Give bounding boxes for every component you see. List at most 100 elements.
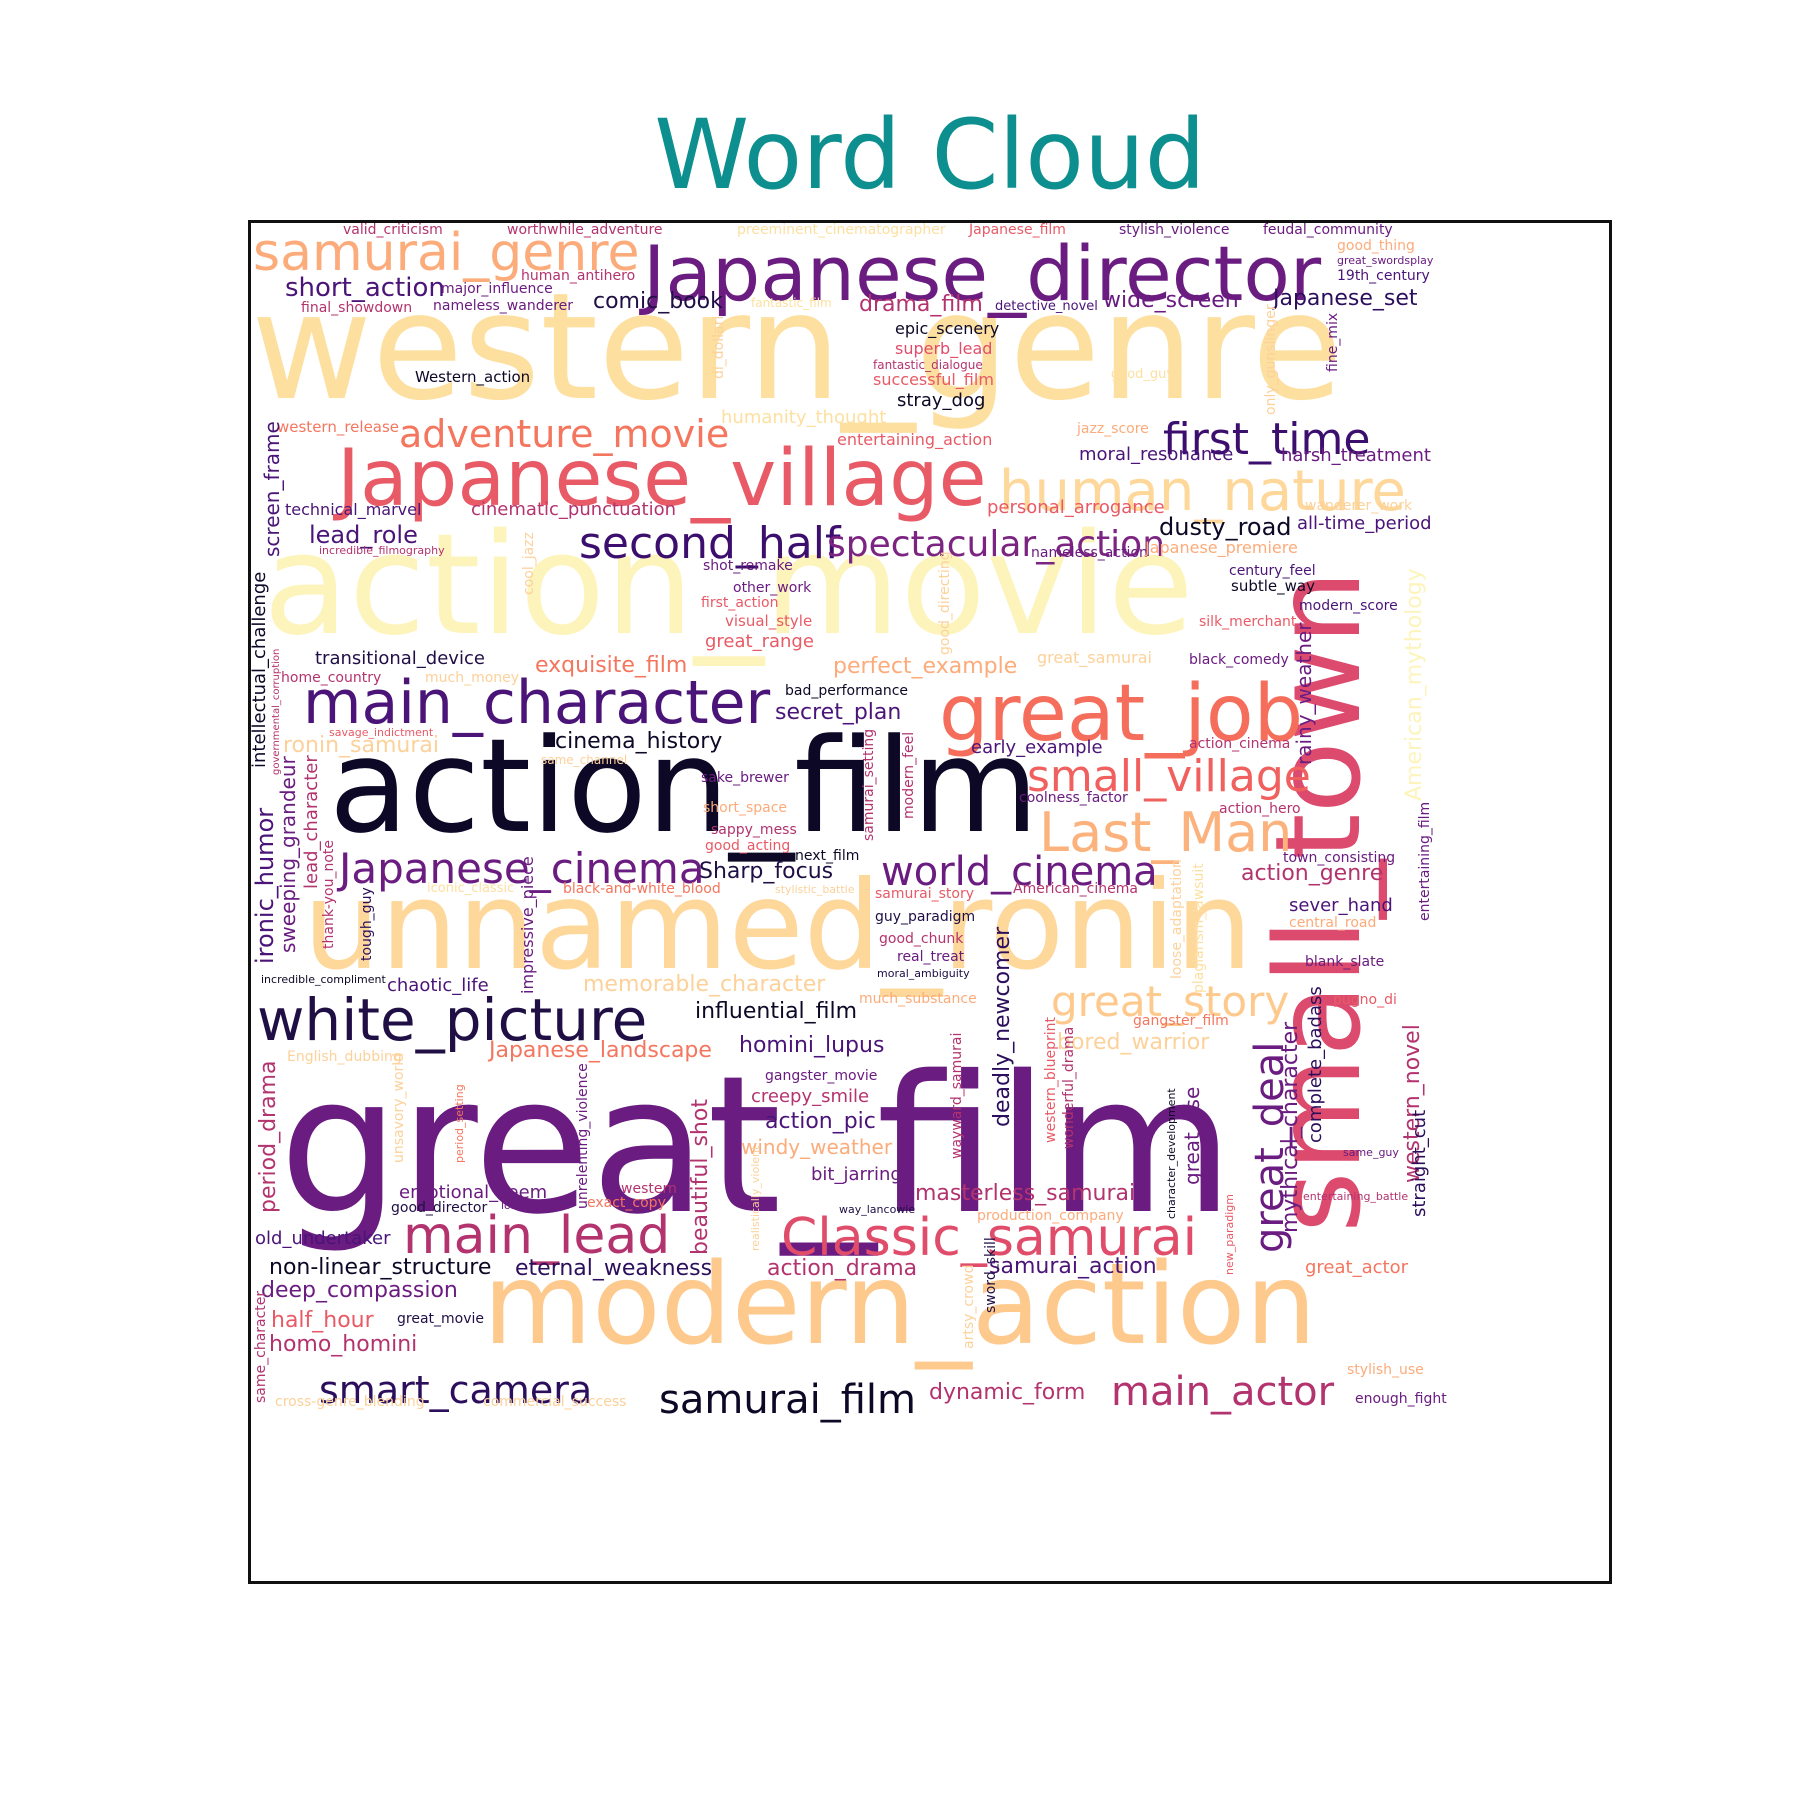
word-same-guy: same_guy [1343, 1146, 1399, 1159]
word-american-mythology: American_mythology [1402, 568, 1427, 801]
word-masterless-samurai: masterless_samurai [915, 1181, 1135, 1206]
word-same-character: same_character [253, 1291, 269, 1403]
word-bad-performance: bad_performance [785, 683, 908, 699]
word-other-work: other_work [733, 580, 812, 596]
word-home-country: home_country [281, 670, 381, 686]
word-subtle-way: subtle_way [1231, 577, 1315, 596]
word-last-man: Last_Man [1039, 801, 1292, 864]
word-unrelenting-violence: unrelenting_violence [575, 1063, 591, 1209]
word-personal-arrogance: personal_arrogance [987, 497, 1165, 518]
word-central-road: central_road [1289, 915, 1376, 931]
word-stray-dog: stray_dog [897, 390, 985, 411]
word-sake-brewer: sake_brewer [701, 770, 789, 786]
word-sword-skill: sword_skill [983, 1237, 999, 1313]
word-epic-scenery: epic_scenery [895, 319, 999, 339]
word-straight-cut: straight_cut [1409, 1110, 1430, 1217]
word-main-lead: main_lead [403, 1206, 670, 1266]
word-old-undertaker: old_undertaker [255, 1228, 391, 1249]
word-artsy-crowd: artsy_crowd [961, 1265, 977, 1349]
word-second-half: second_half [579, 518, 842, 569]
word-samurai-story: samurai_story [875, 886, 974, 902]
word-plagiarism-lawsuit: plagiarism_lawsuit [1191, 863, 1207, 993]
word-blank-slate: blank_slate [1305, 954, 1384, 970]
word-rainy-weather: rainy_weather [1292, 622, 1316, 765]
word-half-hour: half_hour [271, 1308, 375, 1333]
word-drama-film: drama_film [859, 292, 983, 317]
word-spectacular-action: spectacular_action [827, 524, 1165, 565]
word-complete-badass: complete_badass [1305, 986, 1326, 1143]
word-feudal-community: feudal_community [1263, 223, 1393, 238]
word-sever-hand: sever_hand [1289, 895, 1393, 916]
word-action-film: action_film [329, 710, 1039, 862]
word-main-character: main_character [303, 668, 771, 738]
word-character-development: character_development [1165, 1088, 1178, 1219]
word-great-job: great_job [939, 669, 1303, 759]
word-chaotic-life: chaotic_life [387, 975, 489, 996]
word-great-use: great_use [1180, 1087, 1204, 1185]
word-period-drama: period_drama [256, 1061, 281, 1214]
word-good-chunk: good_chunk [879, 931, 964, 947]
word-western-genre: western_genre [251, 261, 1343, 433]
word-real-treat: real_treat [897, 949, 965, 965]
word-white-picture: white_picture [257, 986, 647, 1054]
word-moral-ambiguity: moral_ambiguity [877, 967, 970, 980]
word-exact-copy: exact_copy [587, 1195, 666, 1211]
word-homo-homini: homo_homini [269, 1332, 417, 1357]
word-dusty-road: dusty_road [1159, 513, 1292, 541]
word-transitional-device: transitional_device [315, 648, 485, 669]
word-american-cinema: American_cinema [1013, 881, 1138, 897]
word-gangster-movie: gangster_movie [765, 1068, 877, 1084]
word-cloud-canvas: western_genre action_movie great_film unnam… [251, 223, 1447, 1423]
word-western: western [621, 1181, 677, 1197]
word-moral-resonance: moral_resonance [1079, 444, 1233, 465]
word-action-pic: action_pic [765, 1109, 876, 1134]
word-japanese-set: Japanese_set [1271, 286, 1418, 311]
word-realistically-violent: realistically_violent [749, 1145, 762, 1251]
word-western-action: Western_action [415, 368, 530, 387]
word-fine-mix: fine_mix [1325, 313, 1341, 372]
word-deadly-newcomer: deadly_newcomer [990, 926, 1015, 1127]
word-good-director: good_director [391, 1200, 487, 1216]
word-fantastic-film: fantastic_film [751, 296, 832, 310]
word-samurai-setting: samurai_setting [861, 729, 877, 841]
word-silk-merchant: silk_merchant [1199, 614, 1297, 630]
word-exquisite-film: exquisite_film [535, 653, 687, 678]
word-technical-marvel: technical_marvel [285, 500, 421, 520]
word-new-paradigm: new_paradigm [1223, 1194, 1236, 1275]
word-western-novel: western_novel [1400, 1024, 1425, 1183]
word-worthwhile-adventure: worthwhile_adventure [507, 223, 663, 238]
word-tough-guy: tough_guy [359, 887, 375, 961]
word-cinema-history: cinema_history [555, 729, 722, 754]
word-bored-warrior: bored_warrior [1057, 1030, 1210, 1055]
word-western-release: western_release [277, 418, 399, 437]
word-eternal-weakness: eternal_weakness [515, 1256, 712, 1281]
word-good-acting: good_acting [705, 838, 790, 854]
word-western-blueprint: western_blueprint [1043, 1016, 1059, 1143]
word-small-village: small_village [1027, 751, 1311, 802]
word-mythical-character: mythical_character [1278, 1021, 1303, 1233]
word-lead-character: lead_character [301, 755, 322, 889]
word-smart-camera: smart_camera [319, 1368, 592, 1412]
word-final-showdown: final_showdown [301, 300, 412, 316]
word-action-cinema: action_cinema [1189, 736, 1290, 752]
word-same-channel: same_channel [541, 753, 627, 767]
word-action-drama: action_drama [767, 1256, 917, 1281]
word-commercial-success: commercial_success [483, 1394, 626, 1410]
word-beautiful-shot: beautiful_shot [688, 1099, 713, 1255]
word-samurai-genre: samurai_genre [253, 223, 639, 283]
word-much-money: much_money [425, 670, 519, 686]
word-homini-lupus: homini_lupus [739, 1033, 884, 1058]
word-unnamed-ronin: unnamed_ronin [303, 855, 1253, 997]
chart-title: Word Cloud [654, 99, 1206, 211]
word-black-and-white-blood: black-and-white_blood [563, 881, 721, 897]
word-screen-frame: screen_frame [260, 421, 284, 557]
word-period-setting: period_setting [453, 1084, 466, 1163]
word-secret-plan: secret_plan [775, 700, 901, 725]
word-small-town: small_town [1249, 570, 1387, 1233]
word-shot-remake: shot_remake [703, 558, 793, 574]
word-great-deal: great_deal [1247, 1042, 1293, 1253]
word-action-hero: action_hero [1219, 801, 1301, 817]
word-good-directing: good_directing [937, 551, 953, 655]
word-perfect-example: perfect_example [833, 654, 1017, 679]
word-comic-book: comic_book [593, 289, 723, 314]
